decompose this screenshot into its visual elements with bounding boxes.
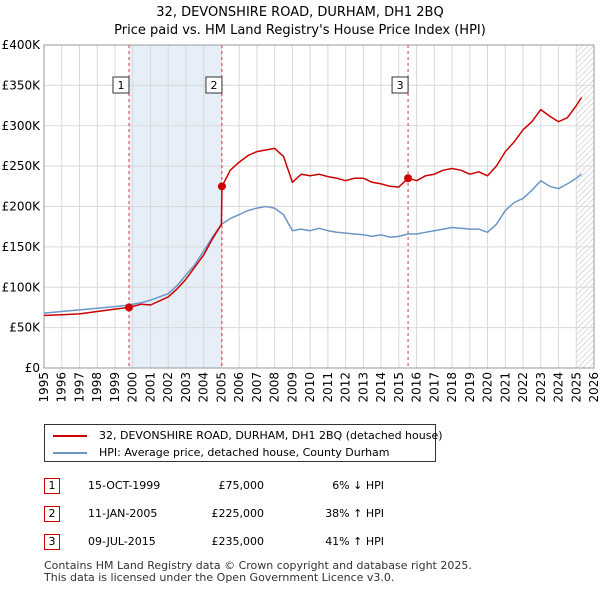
sale-marker-box [391, 76, 409, 94]
x-tick-label: 1996 [55, 372, 69, 403]
sale-point [124, 303, 133, 312]
table-row: 2 11-JAN-2005 £225,000 38% ↑ HPI [44, 504, 444, 532]
series-line-property [43, 97, 583, 317]
y-tick-label: £50K [9, 321, 41, 335]
sale-point [404, 174, 413, 183]
x-tick-label: 2018 [445, 372, 459, 403]
y-tick-label: £150K [2, 240, 42, 254]
y-tick-label: £0 [25, 361, 40, 375]
x-tick-label: 2016 [410, 372, 424, 403]
chart-subtitle: Price paid vs. HM Land Registry's House … [114, 23, 486, 38]
x-tick-label: 2013 [356, 372, 370, 403]
sale-marker-label: 3 [397, 79, 404, 92]
x-tick-label: 2022 [516, 372, 530, 403]
x-tick-label: 2015 [392, 372, 406, 403]
x-tick-label: 2025 [569, 372, 583, 403]
transaction-price: £75,000 [218, 479, 265, 492]
x-tick-label: 2010 [303, 372, 317, 403]
legend: 32, DEVONSHIRE ROAD, DURHAM, DH1 2BQ (de… [44, 424, 443, 462]
x-tick-label: 2009 [285, 372, 299, 403]
transaction-date: 15-OCT-1999 [88, 479, 161, 492]
legend-swatch-hpi [53, 452, 87, 454]
transaction-date: 11-JAN-2005 [88, 507, 158, 520]
footer-copyright: Contains HM Land Registry data © Crown c… [44, 559, 472, 572]
transaction-number: 3 [44, 534, 60, 550]
y-tick-label: £300K [2, 119, 42, 133]
table-row: 3 09-JUL-2015 £235,000 41% ↑ HPI [44, 532, 444, 560]
x-tick-label: 2003 [179, 372, 193, 403]
transactions-table: 1 15-OCT-1999 £75,000 6% ↓ HPI 2 11-JAN-… [44, 476, 444, 560]
transaction-number: 1 [44, 478, 60, 494]
y-tick-label: £350K [2, 78, 42, 92]
x-tick-label: 2012 [339, 372, 353, 403]
y-tick-label: £250K [2, 159, 42, 173]
x-tick-label: 2005 [214, 372, 228, 403]
table-row: 1 15-OCT-1999 £75,000 6% ↓ HPI [44, 476, 444, 504]
legend-label-property: 32, DEVONSHIRE ROAD, DURHAM, DH1 2BQ (de… [99, 429, 443, 442]
transaction-number: 2 [44, 506, 60, 522]
x-tick-label: 2006 [232, 372, 246, 403]
x-tick-label: 2014 [374, 372, 388, 403]
x-tick-label: 2008 [268, 372, 282, 403]
transaction-hpi-diff: 6% ↓ HPI [332, 479, 384, 492]
x-tick-label: 2024 [552, 372, 566, 403]
x-tick-label: 1999 [108, 372, 122, 403]
plot-frame [43, 44, 595, 369]
x-tick-label: 2017 [427, 372, 441, 403]
transaction-price: £225,000 [211, 507, 265, 520]
x-tick-label: 2026 [587, 372, 600, 403]
x-tick-label: 2020 [481, 372, 495, 403]
y-tick-label: £400K [2, 38, 42, 52]
legend-label-hpi: HPI: Average price, detached house, Coun… [99, 446, 390, 459]
y-tick-label: £100K [2, 280, 42, 294]
x-tick-label: 2000 [126, 372, 140, 403]
sale-marker-box [205, 76, 223, 94]
x-tick-label: 1997 [72, 372, 86, 403]
transaction-date: 09-JUL-2015 [88, 535, 156, 548]
y-tick-label: £200K [2, 200, 42, 214]
sale-marker-box [112, 76, 130, 94]
sale-marker-label: 1 [117, 79, 124, 92]
series-line-hpi [43, 173, 583, 314]
price-chart: 32, DEVONSHIRE ROAD, DURHAM, DH1 2BQ Pri… [2, 5, 600, 403]
transaction-price: £235,000 [211, 535, 265, 548]
x-tick-label: 1998 [90, 372, 104, 403]
x-tick-label: 2021 [498, 372, 512, 403]
x-tick-label: 2001 [143, 372, 157, 403]
x-tick-label: 2023 [534, 372, 548, 403]
plot-area: 1 2 3 £0 £50K £100K £150K £200K £250K £300K £350K £… [2, 38, 600, 403]
footer: Contains HM Land Registry data © Crown c… [44, 560, 472, 584]
x-tick-label: 2002 [161, 372, 175, 403]
footer-license: This data is licensed under the Open Gov… [44, 571, 395, 584]
x-tick-label: 2004 [197, 372, 211, 403]
x-tick-label: 1995 [37, 372, 51, 403]
x-tick-label: 2019 [463, 372, 477, 403]
chart-title: 32, DEVONSHIRE ROAD, DURHAM, DH1 2BQ [156, 5, 443, 20]
sale-marker-label: 2 [210, 79, 217, 92]
transaction-hpi-diff: 41% ↑ HPI [325, 535, 384, 548]
x-tick-label: 2007 [250, 372, 264, 403]
legend-swatch-property [53, 435, 87, 437]
transaction-hpi-diff: 38% ↑ HPI [325, 507, 384, 520]
sale-point [217, 182, 226, 191]
x-tick-label: 2011 [321, 372, 335, 403]
